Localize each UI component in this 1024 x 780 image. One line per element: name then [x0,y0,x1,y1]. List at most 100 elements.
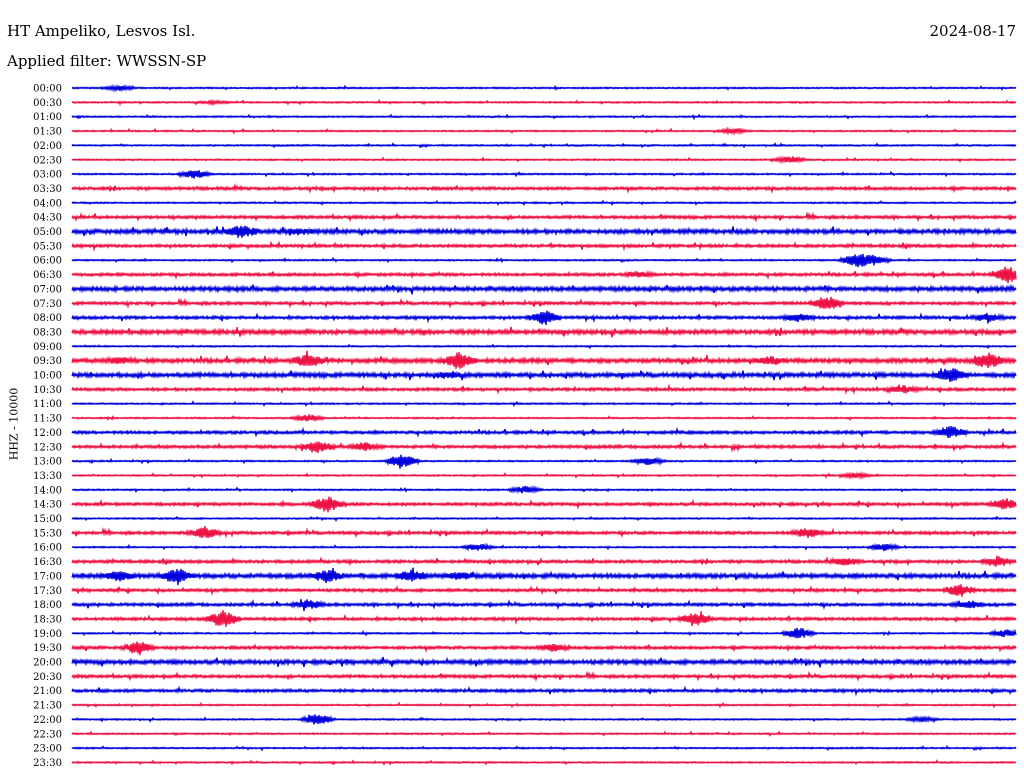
trace-line [71,542,1017,552]
time-tick-label: 07:30 [33,299,62,310]
time-tick-label: 22:30 [33,729,62,740]
time-tick-label: 08:00 [33,313,62,324]
trace-line [71,454,1017,469]
trace-line [71,199,1017,207]
time-tick-label: 00:30 [33,98,62,109]
time-tick-label: 09:30 [33,356,62,367]
trace-line [71,584,1017,597]
trace-line [71,400,1017,408]
trace-line [71,610,1017,628]
trace-line [71,701,1017,709]
time-tick-label: 10:00 [33,371,62,382]
time-tick-label: 23:30 [33,758,62,769]
time-tick-label: 12:00 [33,428,62,439]
trace-line [71,496,1017,513]
time-tick-label: 21:30 [33,701,62,712]
time-tick-label: 02:30 [33,155,62,166]
time-tick-label: 15:00 [33,514,62,525]
time-tick-label: 03:30 [33,184,62,195]
trace-line [71,310,1017,326]
trace-line [71,383,1017,395]
trace-line [71,350,1017,370]
trace-line [71,598,1017,612]
trace-line [71,484,1017,495]
trace-line [71,744,1017,752]
record-date: 2024-08-17 [929,22,1016,40]
trace-line [71,170,1017,179]
time-tick-label: 18:00 [33,600,62,611]
time-tick-label: 02:00 [33,141,62,152]
trace-line [71,253,1017,268]
trace-line [71,283,1017,295]
time-tick-label: 16:30 [33,557,62,568]
time-tick-label: 23:00 [33,744,62,755]
trace-line [71,526,1017,539]
trace-line [71,266,1017,284]
time-tick-label: 21:00 [33,686,62,697]
trace-line [71,155,1017,165]
time-tick-label: 16:00 [33,543,62,554]
time-tick-label: 14:30 [33,500,62,511]
trace-line [71,326,1017,338]
trace-line [71,670,1017,683]
time-tick-label: 18:30 [33,614,62,625]
time-tick-label: 04:00 [33,198,62,209]
time-tick-label: 13:30 [33,471,62,482]
trace-line [71,126,1017,136]
time-tick-label: 05:30 [33,241,62,252]
trace-line [71,413,1017,423]
trace-line [71,470,1017,481]
trace-line [71,656,1017,668]
time-tick-label: 08:30 [33,327,62,338]
trace-line [71,641,1017,656]
time-tick-label: 05:00 [33,227,62,238]
time-tick-label: 10:30 [33,385,62,396]
trace-line [71,343,1017,350]
trace-line [71,515,1017,523]
time-tick-label: 04:30 [33,213,62,224]
filter-label: Applied filter: WWSSN-SP [7,52,207,70]
trace-line [71,441,1017,453]
time-tick-label: 15:30 [33,528,62,539]
time-tick-label: 11:00 [33,399,62,410]
time-tick-label: 14:00 [33,485,62,496]
trace-line [71,555,1017,567]
trace-line [71,296,1017,309]
time-tick-label: 06:00 [33,256,62,267]
time-tick-label: 20:30 [33,672,62,683]
trace-line [71,714,1017,725]
time-tick-label: 19:00 [33,629,62,640]
trace-line [71,368,1017,382]
time-tick-label: 19:30 [33,643,62,654]
trace-line [71,211,1017,223]
time-tick-label: 07:00 [33,284,62,295]
time-tick-label: 01:30 [33,127,62,138]
trace-line [71,685,1017,697]
time-tick-label: 11:30 [33,414,62,425]
time-tick-label: 03:00 [33,170,62,181]
station-title: HT Ampeliko, Lesvos Isl. [7,22,196,40]
time-tick-label: 06:30 [33,270,62,281]
time-tick-label: 00:00 [33,84,62,95]
time-tick-label: 01:00 [33,112,62,123]
trace-line [71,627,1017,639]
trace-line [71,240,1017,252]
trace-line [71,113,1017,121]
time-tick-label: 17:30 [33,586,62,597]
time-tick-label: 13:00 [33,457,62,468]
trace-line [71,730,1017,738]
trace-line [71,98,1017,107]
trace-line [71,142,1017,149]
trace-line [71,567,1017,586]
time-tick-label: 20:00 [33,658,62,669]
time-tick-label: 22:00 [33,715,62,726]
time-tick-label: 17:00 [33,571,62,582]
trace-line [71,83,1017,93]
trace-line [71,759,1017,766]
trace-line [71,225,1017,238]
time-tick-label: 12:30 [33,442,62,453]
time-tick-label: 09:00 [33,342,62,353]
trace-line [71,182,1017,194]
trace-line [71,426,1017,439]
